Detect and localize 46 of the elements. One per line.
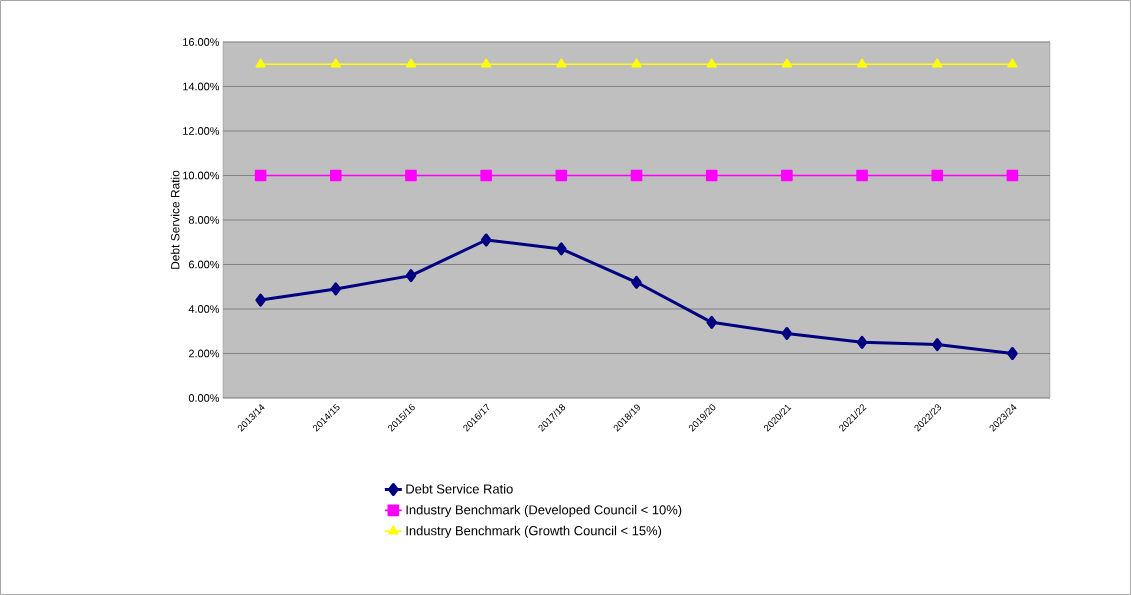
point [856, 335, 868, 349]
point [330, 282, 342, 296]
point [480, 233, 492, 247]
point [329, 169, 342, 182]
point [556, 242, 567, 256]
point [405, 269, 417, 283]
point [481, 58, 492, 68]
point [931, 169, 944, 182]
point [856, 169, 868, 182]
y-tick-label: 14.00% [183, 82, 220, 91]
legend-label: Industry Benchmark (Developed Council < 10%) [406, 504, 682, 517]
y-tick-label: 6.00% [188, 260, 220, 269]
y-tick-label: 12.00% [183, 127, 220, 135]
y-tick-label: 0.00% [188, 394, 220, 402]
y-axis-title: Debt Service Ratio [170, 170, 180, 269]
point [706, 58, 717, 68]
point [856, 58, 868, 68]
point [1007, 58, 1018, 68]
point [480, 169, 492, 182]
point [405, 58, 417, 68]
point [706, 315, 717, 329]
legend-label: Industry Benchmark (Growth Council < 15%) [406, 525, 662, 538]
y-tick-label: 10.00% [183, 171, 220, 180]
point [932, 58, 943, 68]
legend-label: Debt Service Ratio [406, 484, 513, 494]
y-tick-label: 2.00% [188, 349, 220, 358]
point [255, 293, 266, 307]
point [630, 169, 643, 182]
point [330, 58, 341, 68]
y-tick-label: 8.00% [188, 216, 220, 224]
point [254, 169, 267, 182]
point [631, 275, 642, 289]
point [705, 169, 718, 182]
point [405, 169, 417, 182]
point [781, 58, 793, 68]
point [781, 169, 793, 182]
point [556, 58, 567, 68]
point [931, 338, 943, 352]
y-tick-label: 4.00% [188, 305, 220, 313]
y-tick-label: 16.00% [183, 38, 220, 46]
point [781, 326, 793, 340]
point [1007, 346, 1018, 360]
point [555, 169, 568, 182]
point [255, 58, 266, 68]
point [631, 58, 642, 68]
point [1006, 169, 1019, 182]
